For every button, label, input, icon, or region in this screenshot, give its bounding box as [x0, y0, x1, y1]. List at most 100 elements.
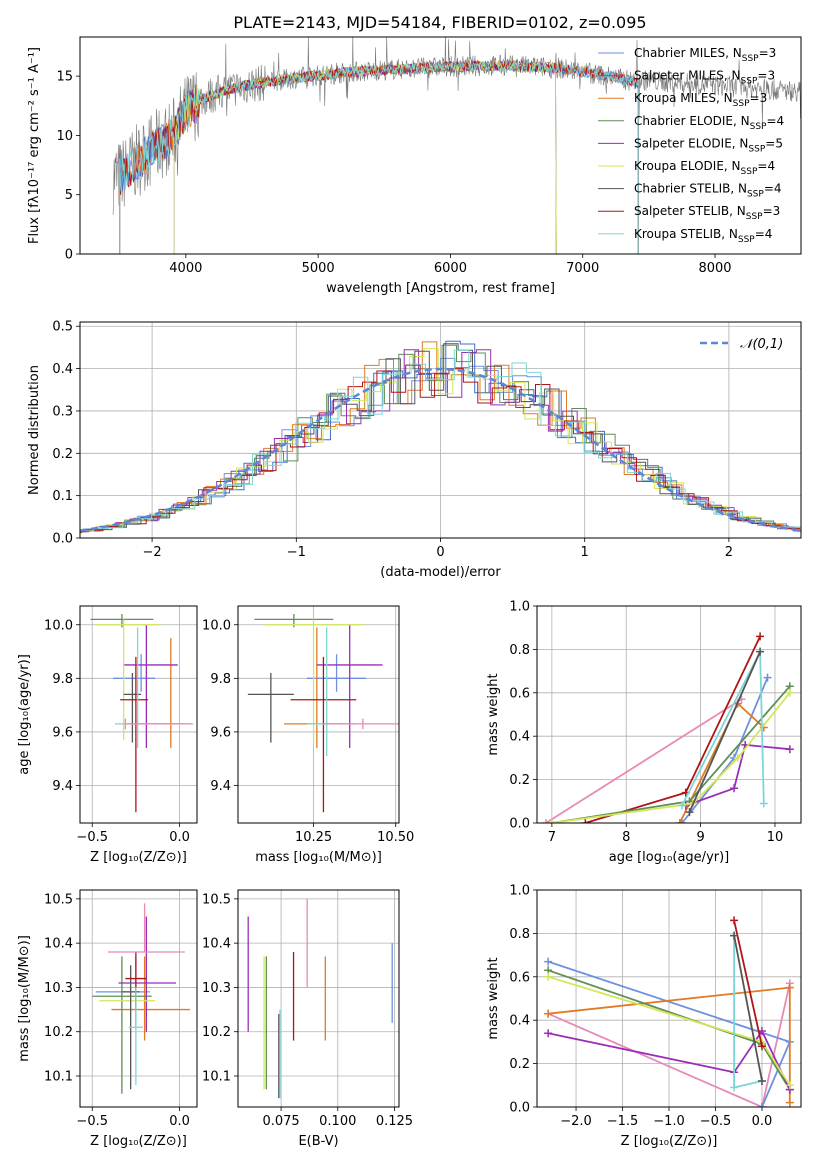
age_vs_mass-ytick-label: 9.4 — [210, 779, 231, 794]
mass_weight_vs_age-ytick-label: 0.8 — [509, 643, 530, 658]
mass-weight-point — [786, 984, 794, 992]
mass_weight_vs_z-xtick-label: −1.0 — [653, 1114, 685, 1129]
legend-label: Salpeter STELIB, N — [634, 204, 746, 218]
mass_vs_ebv-ytick-label: 10.4 — [202, 937, 231, 952]
mass-weight-point — [544, 973, 552, 981]
spectrum-xtick-label: 4000 — [169, 261, 202, 276]
spectrum-ytick-label: 10 — [56, 129, 73, 144]
legend-subscript: SSP — [741, 77, 758, 87]
age_vs_mass-ytick-label: 9.6 — [210, 725, 231, 740]
age_vs_z-ylabel: age [log₁₀(age/yr)] — [17, 654, 32, 775]
mass-weight-point — [730, 784, 738, 792]
residuals-xtick-label: 0 — [436, 545, 444, 560]
mass_vs_ebv-xtick-label: 0.075 — [262, 1114, 299, 1129]
mass_weight_vs_z-ytick-label: 1.0 — [509, 884, 530, 899]
mass_vs_ebv-xtick-label: 0.125 — [376, 1114, 413, 1129]
legend-subscript: SSP — [748, 144, 765, 154]
mass_vs_z-ytick-label: 10.1 — [44, 1070, 73, 1085]
spectrum-xtick-label: 8000 — [698, 261, 731, 276]
mass_vs_ebv-plot-area — [248, 899, 392, 1098]
mass_weight_vs_z-ytick-label: 0.0 — [509, 1101, 530, 1116]
mass_weight_vs_age-xtick-label: 8 — [622, 830, 630, 845]
legend-suffix: =5 — [765, 136, 783, 150]
residuals-xtick-label: 2 — [725, 545, 733, 560]
mass_weight_vs_age-ytick-label: 1.0 — [509, 600, 530, 615]
legend-suffix: =4 — [757, 159, 775, 173]
legend-entry: 𝒩(0,1) — [740, 337, 783, 352]
age_vs_z-xtick-label: 0.0 — [169, 830, 190, 845]
residuals-ytick-label: 0.3 — [52, 404, 73, 419]
mass_vs_z-ylabel: mass [log₁₀(M/M⊙)] — [17, 935, 32, 1062]
age_vs_z-ytick-label: 10.0 — [44, 618, 73, 633]
mass-weight-point — [756, 648, 764, 656]
mass-weight-point — [544, 1029, 552, 1037]
age_vs_z-ytick-label: 9.8 — [52, 672, 73, 687]
age_vs_mass-xtick-label: 10.50 — [377, 830, 414, 845]
legend-label: Salpeter MILES, N — [634, 69, 741, 83]
figure-title: PLATE=2143, MJD=54184, FIBERID=0102, z=0… — [233, 13, 646, 32]
residuals-ylabel: Normed distribution — [27, 365, 42, 495]
mass-weight-point — [786, 1099, 794, 1107]
residuals-xtick-label: −1 — [287, 545, 306, 560]
mass_weight_vs_age-ylabel: mass weight — [486, 673, 501, 755]
mass_vs_z-xtick-label: 0.0 — [169, 1114, 190, 1129]
spectrum-xlabel: wavelength [Angstrom, rest frame] — [326, 281, 555, 296]
mass_weight_vs_z-ytick-label: 0.6 — [509, 970, 530, 985]
spectrum-ytick-label: 15 — [56, 70, 73, 85]
mass_weight_vs_z-ytick-label: 0.4 — [509, 1014, 530, 1029]
legend-label: Chabrier STELIB, N — [634, 182, 747, 196]
legend-subscript: SSP — [746, 212, 763, 222]
legend-entry: Salpeter STELIB, NSSP=3 — [634, 204, 780, 222]
legend-label: Kroupa MILES, N — [634, 91, 733, 105]
mass-weight-point — [730, 916, 738, 924]
age_vs_z-plot-area — [90, 614, 193, 812]
spectrum-xtick-label: 6000 — [434, 261, 467, 276]
residuals-ytick-label: 0.2 — [52, 447, 73, 462]
mass-weight-point — [756, 632, 764, 640]
legend-entry: Salpeter MILES, NSSP=3 — [634, 69, 775, 87]
mass_vs_z-ytick-label: 10.2 — [44, 1025, 73, 1040]
legend-subscript: SSP — [733, 99, 750, 109]
mass_weight_vs_z-xtick-label: −1.5 — [607, 1114, 639, 1129]
legend-label: Salpeter ELODIE, N — [634, 136, 748, 150]
spectrum-xtick-label: 5000 — [302, 261, 335, 276]
mass_weight_vs_age-ytick-label: 0.2 — [509, 773, 530, 788]
mass_weight_vs_z-xtick-label: −0.5 — [700, 1114, 732, 1129]
residuals-ytick-label: 0.0 — [52, 532, 73, 547]
mass_weight_vs_age-xlabel: age [log₁₀(age/yr)] — [609, 850, 730, 865]
residuals-plot-area — [66, 341, 819, 533]
age_vs_z-xlabel: Z [log₁₀(Z/Z⊙)] — [90, 850, 187, 865]
mass_vs_z-ytick-label: 10.5 — [44, 892, 73, 907]
residuals-ytick-label: 0.5 — [52, 320, 73, 335]
mass_weight_vs_age-ytick-label: 0.4 — [509, 730, 530, 745]
mass_vs_ebv-frame — [238, 890, 399, 1107]
legend-entry: Chabrier STELIB, NSSP=4 — [634, 182, 782, 200]
age_vs_mass-ytick-label: 9.8 — [210, 672, 231, 687]
mass-weight-line — [585, 636, 760, 823]
legend-subscript: SSP — [742, 54, 759, 64]
mass_vs_ebv-xtick-label: 0.100 — [319, 1114, 356, 1129]
mass-weight-point — [544, 1010, 552, 1018]
mass_weight_vs_age-ytick-label: 0.0 — [509, 817, 530, 832]
mass-weight-point — [544, 958, 552, 966]
mass_vs_z-xtick-label: −0.5 — [76, 1114, 108, 1129]
mass_vs_ebv-ytick-label: 10.3 — [202, 981, 231, 996]
mass-weight-line — [734, 936, 762, 1081]
legend-entry: Kroupa STELIB, NSSP=4 — [634, 227, 772, 245]
legend-suffix: =3 — [750, 91, 768, 105]
mass-weight-point — [764, 674, 772, 682]
age_vs_z-ytick-label: 9.4 — [52, 779, 73, 794]
legend-entry: Chabrier MILES, NSSP=3 — [634, 46, 776, 64]
mass_weight_vs_z-ytick-label: 0.8 — [509, 927, 530, 942]
mass_weight_vs_z-xlabel: Z [log₁₀(Z/Z⊙)] — [621, 1134, 718, 1149]
age_vs_mass-plot-area — [248, 614, 402, 812]
